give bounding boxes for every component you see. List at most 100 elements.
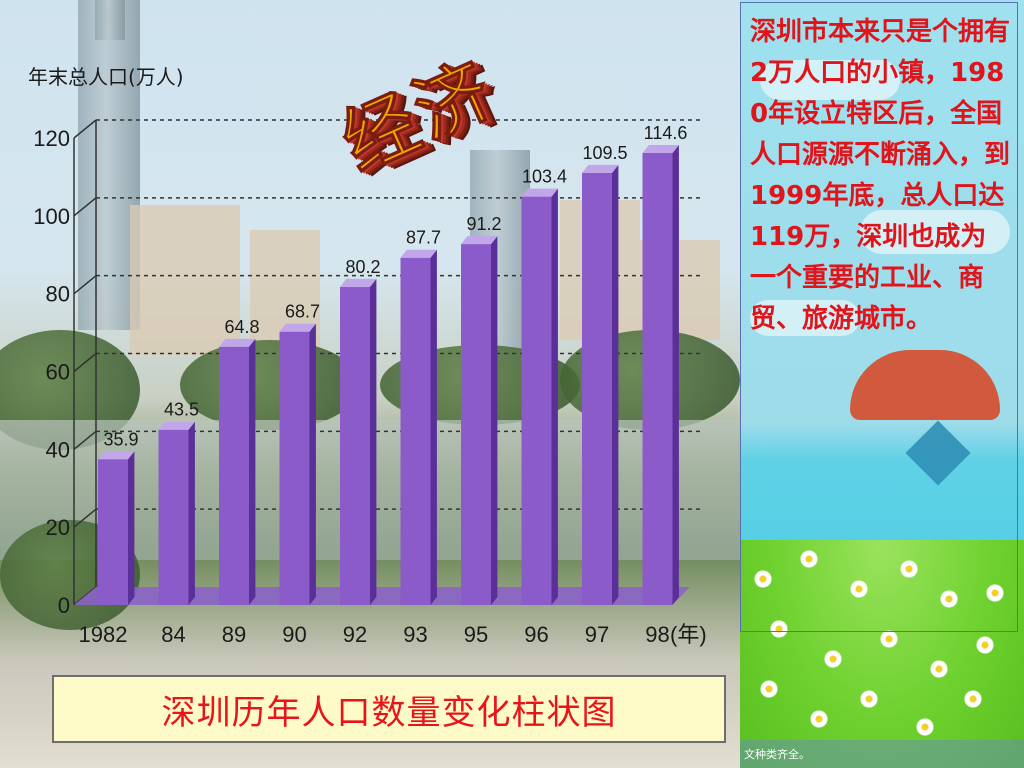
y-tick-labels: 0 20 40 60 80 100 120 — [33, 126, 70, 618]
value-labels: 35.9 43.5 64.8 68.7 80.2 87.7 91.2 103.4 109.5 11… — [103, 123, 687, 449]
bar-front-face — [279, 331, 310, 605]
bar-value-label: 87.7 — [406, 228, 441, 248]
x-category-label: 89 — [222, 622, 246, 647]
bar-top-face — [521, 188, 558, 197]
x-category-label: 90 — [282, 622, 306, 647]
bar-side-face — [249, 338, 256, 605]
tree-shape — [180, 340, 360, 430]
bar-front-face — [642, 153, 673, 605]
flower-icon — [824, 650, 842, 668]
bar — [461, 236, 498, 605]
footer-text: 文种类齐全。 — [744, 748, 810, 761]
y-axis — [73, 119, 97, 606]
bar — [642, 145, 679, 605]
bar-front-face — [219, 346, 249, 605]
x-category-label: 92 — [343, 622, 367, 647]
bar — [400, 249, 437, 605]
bar-top-face — [279, 323, 316, 332]
axis-diagonal-tick — [73, 197, 97, 217]
bar-side-face — [672, 145, 679, 605]
bar-value-label: 43.5 — [164, 400, 199, 420]
grass-field — [740, 540, 1024, 768]
y-tick-label: 40 — [46, 437, 70, 462]
flower-icon — [860, 690, 878, 708]
bar — [98, 451, 135, 605]
building-shape — [130, 205, 240, 355]
side-description-text: 深圳市本来只是个拥有2万人口的小镇，1980年设立特区后，全国人口源源不断涌入，… — [750, 17, 1011, 334]
flower-icon — [800, 550, 818, 568]
bar-side-face — [491, 236, 498, 605]
flower-icon — [964, 690, 982, 708]
flower-icon — [754, 570, 772, 588]
bar — [521, 188, 558, 605]
y-tick-label: 20 — [46, 515, 70, 540]
bar-top-face — [219, 338, 256, 347]
axis-diagonal-tick — [73, 275, 97, 295]
bar-side-face — [370, 278, 377, 605]
bar-front-face — [340, 286, 370, 605]
y-tick-label: 100 — [33, 204, 70, 229]
side-text-box — [740, 2, 1018, 632]
x-category-label: 98 — [645, 622, 669, 647]
bar-value-label: 64.8 — [224, 317, 259, 337]
y-tick-label: 120 — [33, 126, 70, 151]
footer-strip — [740, 740, 1024, 768]
bar-side-face — [551, 188, 558, 605]
bar-top-face — [400, 249, 437, 258]
bar-side-face — [309, 323, 316, 605]
bar-side-face — [188, 421, 195, 605]
x-category-label: 93 — [403, 622, 427, 647]
x-axis-unit: (年) — [670, 622, 707, 647]
cloud-shape — [750, 300, 860, 336]
chart-caption: 深圳历年人口数量变化柱状图 — [161, 692, 617, 733]
bar-value-label: 35.9 — [103, 429, 138, 449]
cloud-shape — [760, 60, 900, 100]
bar-side-face — [128, 451, 135, 605]
x-category-labels: 1982 84 89 90 92 93 95 96 97 98 — [79, 622, 670, 647]
bar-top-face — [98, 451, 135, 460]
x-category-label: 84 — [161, 622, 185, 647]
x-category-label: 95 — [464, 622, 488, 647]
bar-front-face — [521, 196, 552, 605]
flower-icon — [770, 620, 788, 638]
bar — [158, 421, 195, 605]
flower-icon — [930, 660, 948, 678]
bar-front-face — [158, 429, 189, 605]
y-axis-title: 年末总人口(万人) — [28, 65, 184, 89]
bar-value-label: 80.2 — [345, 257, 380, 277]
flower-icon — [900, 560, 918, 578]
flower-icon — [810, 710, 828, 728]
flower-icon — [976, 636, 994, 654]
cloud-shape — [860, 210, 1010, 254]
bar-top-face — [340, 278, 377, 287]
bar-value-label: 103.4 — [522, 167, 567, 187]
bar-top-face — [642, 145, 679, 154]
bar-top-face — [158, 421, 195, 430]
caption-box: 深圳历年人口数量变化柱状图 — [52, 675, 726, 743]
bars — [98, 145, 679, 606]
skyscraper-spire — [95, 0, 125, 40]
bar — [340, 278, 377, 605]
flower-icon — [916, 718, 934, 736]
axis-diagonal-tick — [73, 352, 97, 373]
flower-icon — [880, 630, 898, 648]
y-tick-label: 60 — [46, 360, 70, 385]
bar-front-face — [461, 244, 491, 605]
x-category-label: 1982 — [79, 622, 128, 647]
bar-top-face — [582, 164, 619, 173]
flower-icon — [760, 680, 778, 698]
bar-value-label: 109.5 — [582, 143, 627, 163]
flower-icon — [940, 590, 958, 608]
axis-diagonal-tick — [73, 508, 97, 528]
bar-side-face — [430, 249, 437, 605]
bar — [279, 323, 316, 605]
bar-value-label: 114.6 — [644, 123, 688, 143]
bar-front-face — [582, 172, 612, 606]
bar-front-face — [98, 459, 128, 605]
bar-top-face — [461, 236, 498, 245]
population-bar-chart: 35.9 43.5 64.8 68.7 80.2 87.7 91.2 103.4 109.5 11… — [28, 65, 707, 647]
house-roof-shape — [850, 350, 1000, 420]
bar-value-label: 91.2 — [466, 214, 501, 234]
flower-icon — [850, 580, 868, 598]
right-decorative-panel — [740, 0, 1024, 768]
